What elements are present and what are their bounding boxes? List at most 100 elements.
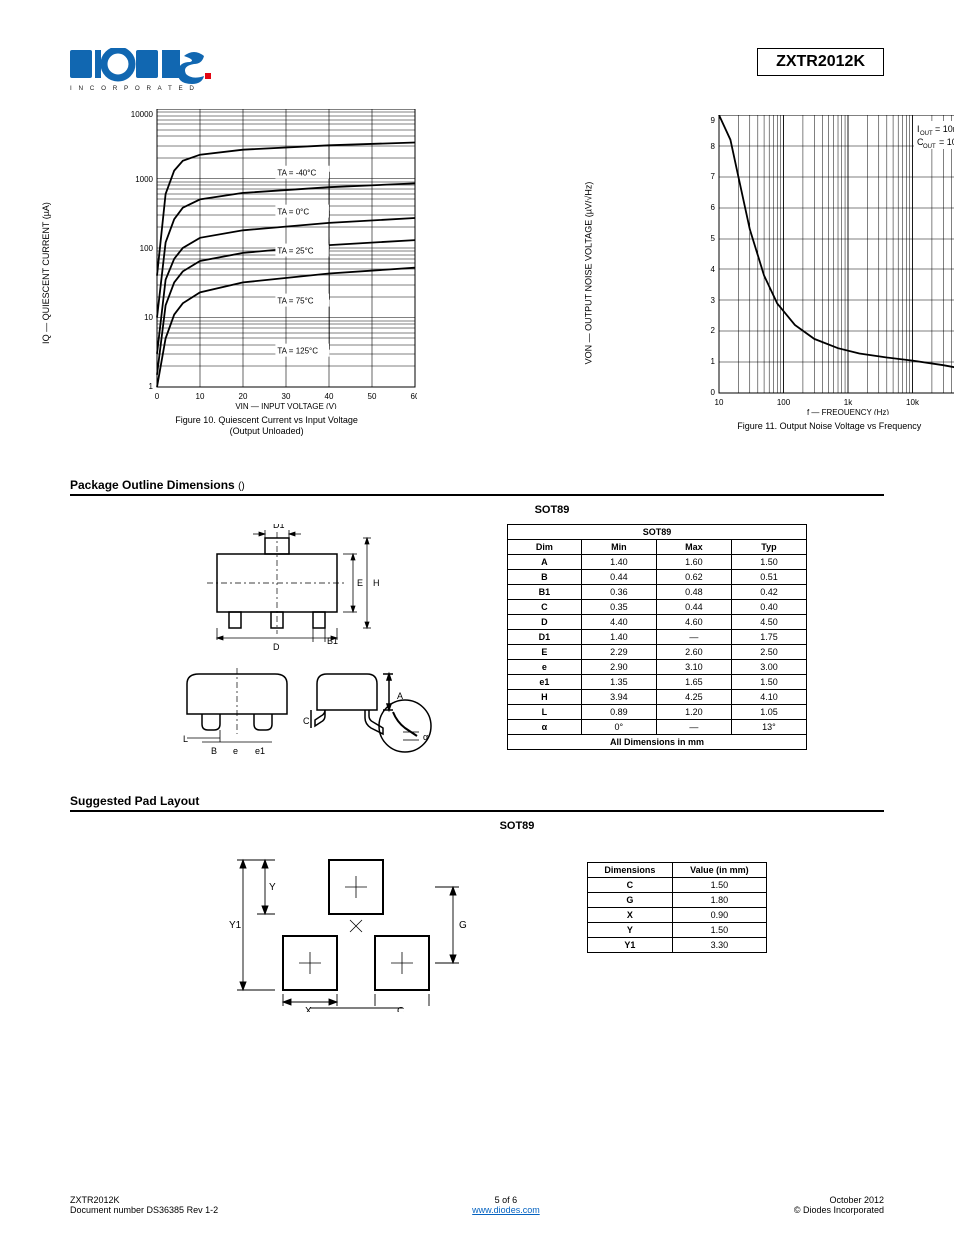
svg-text:10: 10: [715, 398, 724, 407]
svg-text:9: 9: [711, 116, 716, 125]
table-row: Y13.30: [588, 937, 767, 952]
pad-dim-table: DimensionsValue (in mm) C1.50G1.80X0.90Y…: [587, 862, 767, 953]
footprint-package-name: SOT89: [150, 820, 884, 832]
svg-text:8: 8: [711, 142, 716, 151]
svg-text:2: 2: [711, 326, 716, 335]
table-row: H3.944.254.10: [508, 689, 807, 704]
svg-text:TA = 25°C: TA = 25°C: [277, 247, 313, 256]
table-row: α0°—13°: [508, 719, 807, 734]
footer-left: ZXTR2012K Document number DS36385 Rev 1-…: [70, 1195, 218, 1215]
svg-text:L: L: [183, 734, 188, 744]
svg-text:60: 60: [410, 392, 416, 401]
footer-center: 5 of 6 www.diodes.com: [218, 1195, 794, 1215]
svg-text:30: 30: [281, 392, 290, 401]
svg-text:VIN — INPUT VOLTAGE (V): VIN — INPUT VOLTAGE (V): [235, 402, 337, 409]
noise-voltage-chart: IOUT = 10mA COUT = 10µF 0123456789 10 10…: [679, 115, 954, 415]
table-row: X0.90: [588, 907, 767, 922]
footer-right: October 2012 © Diodes Incorporated: [794, 1195, 884, 1215]
svg-text:1k: 1k: [844, 398, 853, 407]
svg-text:TA = 0°C: TA = 0°C: [277, 208, 309, 217]
svg-text:100: 100: [139, 244, 153, 253]
svg-text:α: α: [423, 732, 428, 742]
svg-text:4: 4: [711, 265, 716, 274]
logo-subtext: I N C O R P O R A T E D: [70, 85, 196, 92]
svg-text:1: 1: [148, 382, 153, 391]
package-dim-table: SOT89 Dim Min Max Typ A1.401.601.50B0.44…: [507, 524, 807, 750]
table-row: G1.80: [588, 892, 767, 907]
svg-text:= 10µF: = 10µF: [939, 137, 954, 147]
package-section-title: Package Outline Dimensions (): [70, 478, 884, 496]
table-row: Y1.50: [588, 922, 767, 937]
chart-1-ylabel: IQ — QUIESCENT CURRENT (µA): [41, 202, 51, 344]
svg-text:Y1: Y1: [229, 920, 242, 931]
svg-text:10: 10: [144, 313, 153, 322]
svg-text:20: 20: [238, 392, 247, 401]
chart-2-ylabel: VON — OUTPUT NOISE VOLTAGE (µV/√Hz): [583, 182, 593, 365]
svg-text:A: A: [397, 691, 403, 701]
pad-layout-drawing: Y1 Y G X C: [187, 842, 487, 1012]
table-row: e2.903.103.00: [508, 659, 807, 674]
table-header-row: SOT89: [508, 524, 807, 539]
chart-2-wrap: VON — OUTPUT NOISE VOLTAGE (µV/√Hz): [497, 109, 954, 438]
table-row: L0.891.201.05: [508, 704, 807, 719]
table-row: C1.50: [588, 877, 767, 892]
table-row: B0.440.620.51: [508, 569, 807, 584]
svg-text:G: G: [459, 920, 467, 931]
svg-text:D1: D1: [273, 524, 285, 530]
part-number-box: ZXTR2012K: [757, 48, 884, 76]
svg-text:0: 0: [711, 388, 716, 397]
table-row: e11.351.651.50: [508, 674, 807, 689]
svg-text:e1: e1: [255, 746, 265, 754]
svg-text:5: 5: [711, 234, 716, 243]
svg-text:C: C: [397, 1006, 404, 1012]
svg-text:TA = 125°C: TA = 125°C: [277, 347, 318, 356]
table-row: B10.360.480.42: [508, 584, 807, 599]
quiescent-current-chart: TA = 125°C TA = 75°C TA = 25°C TA = 0°C TA =…: [117, 109, 417, 409]
package-dim-table-wrap: SOT89 Dim Min Max Typ A1.401.601.50B0.44…: [507, 524, 807, 750]
table-row: D4.404.604.50: [508, 614, 807, 629]
svg-text:40: 40: [324, 392, 333, 401]
svg-text:f — FREQUENCY (Hz): f — FREQUENCY (Hz): [807, 408, 889, 415]
svg-text:10: 10: [195, 392, 204, 401]
diodes-logo: I N C O R P O R A T E D: [70, 48, 230, 99]
svg-text:10000: 10000: [130, 110, 153, 119]
svg-text:= 10mA: = 10mA: [935, 124, 954, 134]
page-header: I N C O R P O R A T E D ZXTR2012K: [70, 48, 884, 99]
svg-text:TA = 75°C: TA = 75°C: [277, 297, 313, 306]
table-header-row: Dim Min Max Typ: [508, 539, 807, 554]
svg-text:0: 0: [154, 392, 159, 401]
chart-2-caption: Figure 11. Output Noise Voltage vs Frequ…: [737, 421, 921, 432]
svg-text:1: 1: [711, 357, 716, 366]
svg-text:B1: B1: [327, 636, 338, 646]
svg-text:B: B: [211, 746, 217, 754]
svg-text:100: 100: [777, 398, 791, 407]
dim-unit-note: All Dimensions in mm: [508, 734, 807, 749]
table-row: A1.401.601.50: [508, 554, 807, 569]
footer-link[interactable]: www.diodes.com: [472, 1205, 540, 1215]
page-footer: ZXTR2012K Document number DS36385 Rev 1-…: [70, 1195, 884, 1215]
svg-text:OUT: OUT: [923, 144, 936, 150]
svg-text:E: E: [357, 578, 363, 588]
chart-1-wrap: IQ — QUIESCENT CURRENT (µA): [0, 109, 417, 438]
table-header-row: DimensionsValue (in mm): [588, 862, 767, 877]
footprint-section-title: Suggested Pad Layout: [70, 794, 884, 812]
table-row: D11.40—1.75: [508, 629, 807, 644]
svg-text:X: X: [305, 1006, 312, 1012]
svg-text:7: 7: [711, 172, 716, 181]
chart-1-caption: Figure 10. Quiescent Current vs Input Vo…: [175, 415, 358, 438]
package-outline-drawing: D1 D B1 E H L B: [147, 524, 447, 754]
svg-text:1000: 1000: [135, 175, 153, 184]
svg-text:C: C: [303, 716, 310, 726]
svg-text:6: 6: [711, 203, 716, 212]
svg-text:10k: 10k: [906, 398, 920, 407]
svg-text:TA = -40°C: TA = -40°C: [277, 169, 316, 178]
package-name: SOT89: [220, 504, 884, 516]
svg-text:D: D: [273, 642, 280, 652]
svg-text:Y: Y: [269, 882, 276, 893]
svg-text:3: 3: [711, 296, 716, 305]
svg-text:50: 50: [367, 392, 376, 401]
table-row: C0.350.440.40: [508, 599, 807, 614]
table-row: E2.292.602.50: [508, 644, 807, 659]
svg-text:H: H: [373, 578, 380, 588]
svg-text:e: e: [233, 746, 238, 754]
